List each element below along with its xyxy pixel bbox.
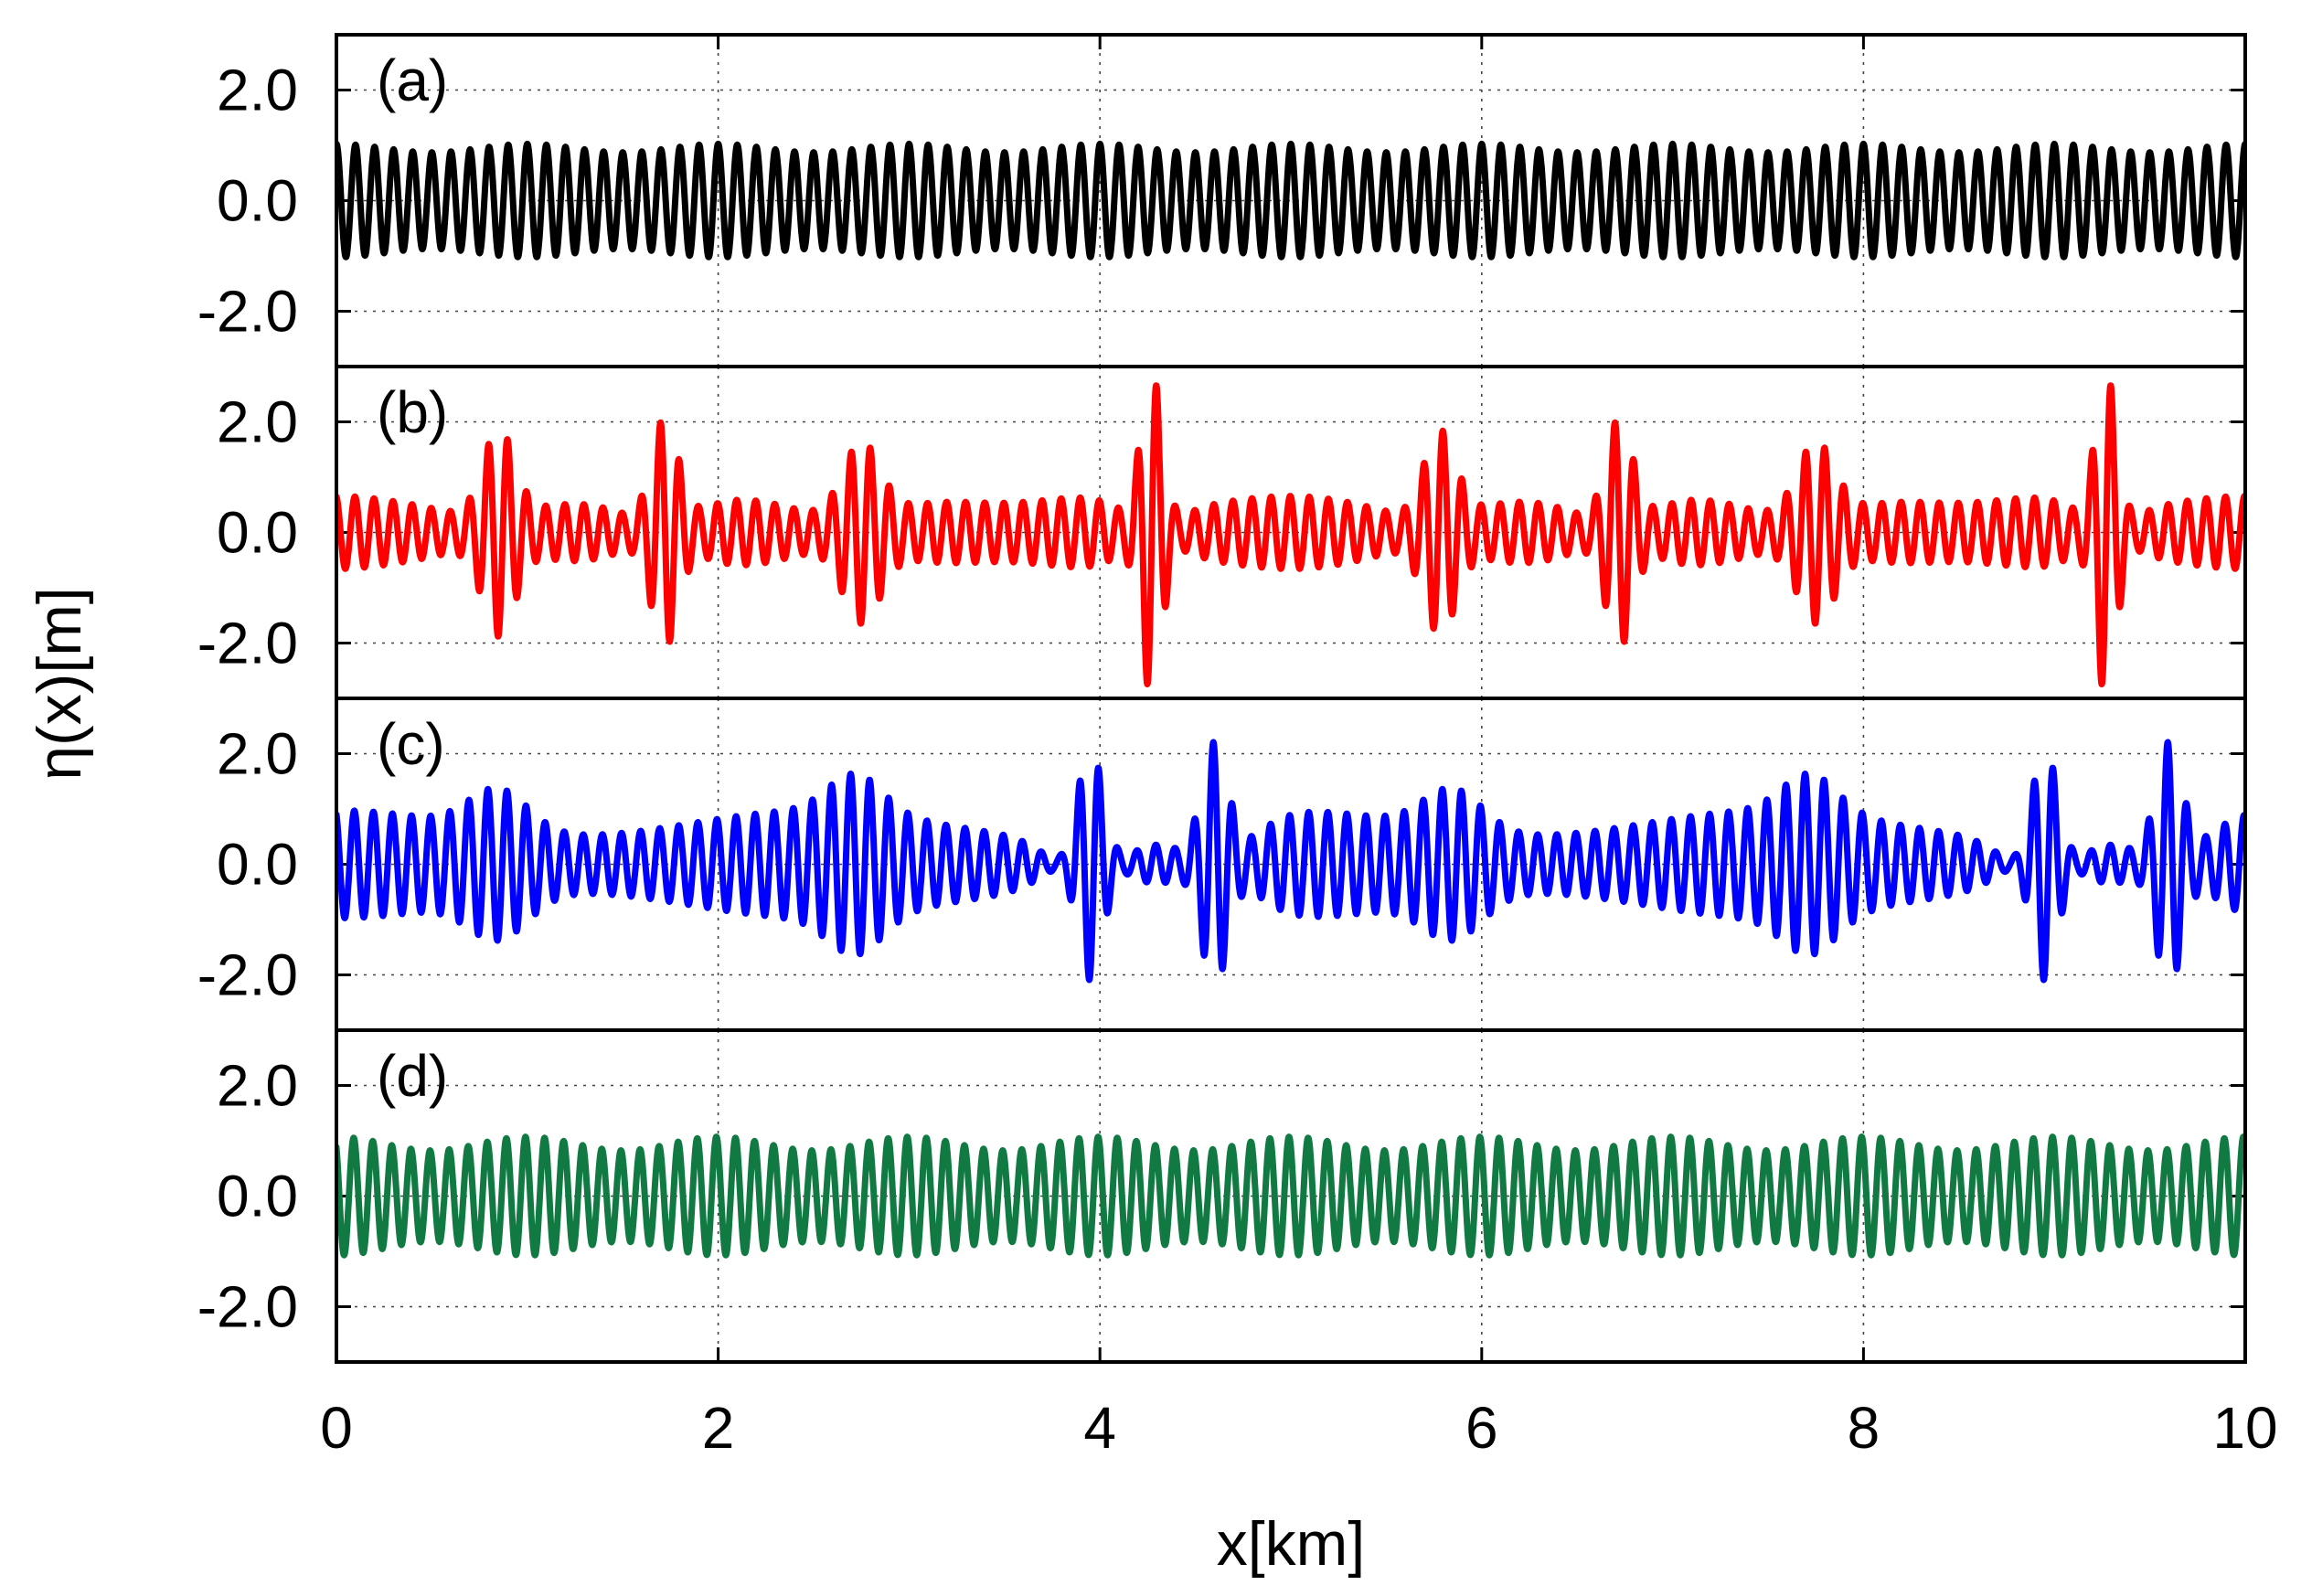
y-tick-label: 2.0 <box>217 389 298 455</box>
panel-label: (c) <box>377 711 445 777</box>
x-axis-label: x[km] <box>1217 1509 1365 1579</box>
panel-label: (a) <box>377 48 448 113</box>
y-axis-label: η(x)[m] <box>25 587 94 781</box>
y-tick-label: -2.0 <box>197 1274 298 1340</box>
y-tick-label: 2.0 <box>217 1053 298 1119</box>
x-tick-label: 6 <box>1465 1395 1498 1461</box>
panel-label: (b) <box>377 379 448 445</box>
panel-frame <box>335 365 2247 700</box>
y-tick-label: 2.0 <box>217 721 298 787</box>
y-tick-label: 0.0 <box>217 1164 298 1229</box>
series-line-b <box>336 382 2245 687</box>
x-axis: 0 2 4 6 8 10 <box>320 35 2278 1461</box>
panel-frame <box>335 1028 2247 1364</box>
y-tick-label: -2.0 <box>197 611 298 676</box>
panel-frame <box>335 697 2247 1032</box>
y-tick-label: -2.0 <box>197 279 298 345</box>
panel-b: 2.0 0.0 -2.0 (b) <box>197 365 2247 700</box>
x-tick-label: 2 <box>702 1395 735 1461</box>
y-tick-label: 0.0 <box>217 500 298 566</box>
x-tick-label: 4 <box>1083 1395 1116 1461</box>
y-tick-label: 2.0 <box>217 58 298 123</box>
series-line-a <box>336 140 2245 261</box>
panel-frame <box>335 33 2247 368</box>
panel-label: (d) <box>377 1043 448 1109</box>
panel-c: 2.0 0.0 -2.0 (c) <box>197 697 2247 1032</box>
panel-d: 2.0 0.0 -2.0 (d) <box>197 1028 2247 1364</box>
panel-a: 2.0 0.0 -2.0 (a) <box>197 33 2247 368</box>
x-tick-label: 10 <box>2212 1395 2277 1461</box>
panels-layer: 2.00.0-2.0(a)2.00.0-2.0(b)2.00.0-2.0(c)2… <box>197 33 2247 1364</box>
y-tick-label: 0.0 <box>217 168 298 234</box>
y-tick-label: 0.0 <box>217 832 298 898</box>
x-tick-label: 8 <box>1848 1395 1880 1461</box>
y-tick-label: -2.0 <box>197 942 298 1008</box>
series-line-c <box>336 739 2245 984</box>
x-tick-label: 0 <box>320 1395 353 1461</box>
series-line-d <box>336 1133 2245 1259</box>
